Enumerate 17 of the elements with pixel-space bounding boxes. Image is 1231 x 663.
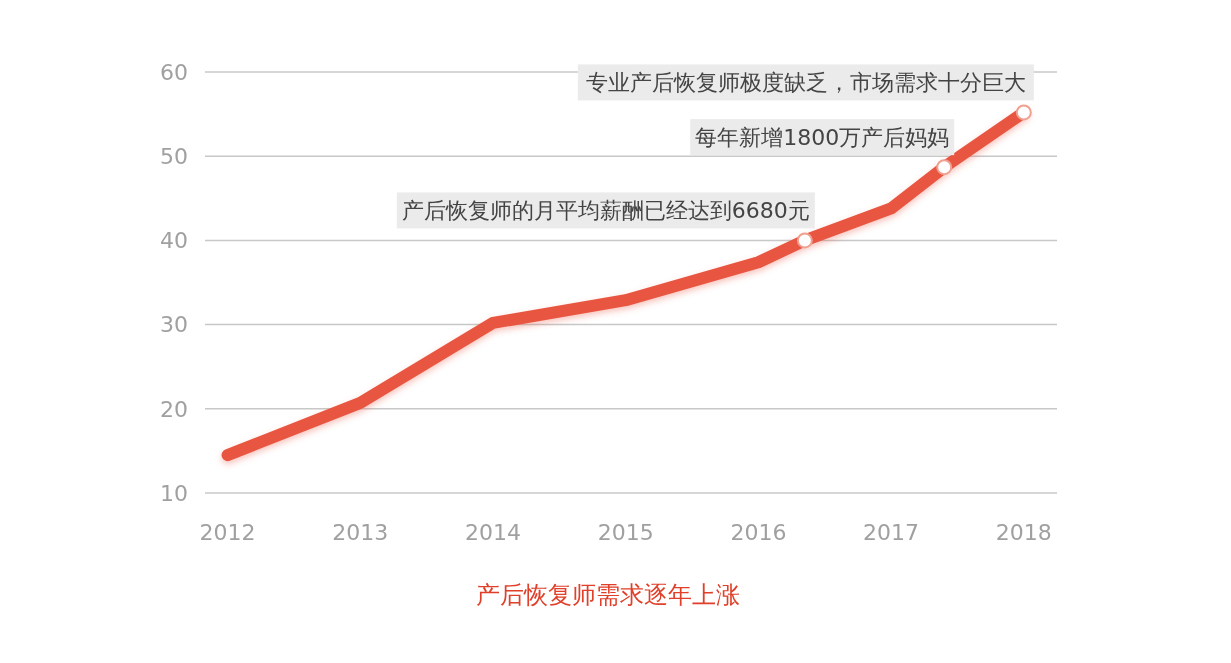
y-tick-label: 40	[160, 228, 188, 254]
x-tick-label: 2015	[597, 520, 654, 545]
annotation: 专业产后恢复师极度缺乏，市场需求十分巨大	[585, 70, 1026, 96]
y-tick-label: 60	[160, 59, 188, 85]
x-tick-label: 2017	[863, 520, 920, 545]
y-tick-label: 50	[160, 143, 188, 169]
x-tick-label: 2013	[332, 520, 389, 545]
annotation: 每年新增1800万产后妈妈	[695, 124, 950, 150]
x-tick-label: 2012	[199, 520, 256, 545]
y-tick-label: 10	[160, 480, 188, 506]
y-tick-label: 30	[160, 312, 188, 338]
x-tick-label: 2016	[730, 520, 787, 545]
y-tick-label: 20	[160, 396, 188, 422]
text: 产后恢复师需求逐年上涨	[476, 581, 740, 609]
annotation: 产后恢复师的月平均薪酬已经达到6680元	[401, 198, 810, 224]
x-tick-label: 2014	[464, 520, 521, 545]
x-tick-label: 2018	[995, 520, 1052, 545]
